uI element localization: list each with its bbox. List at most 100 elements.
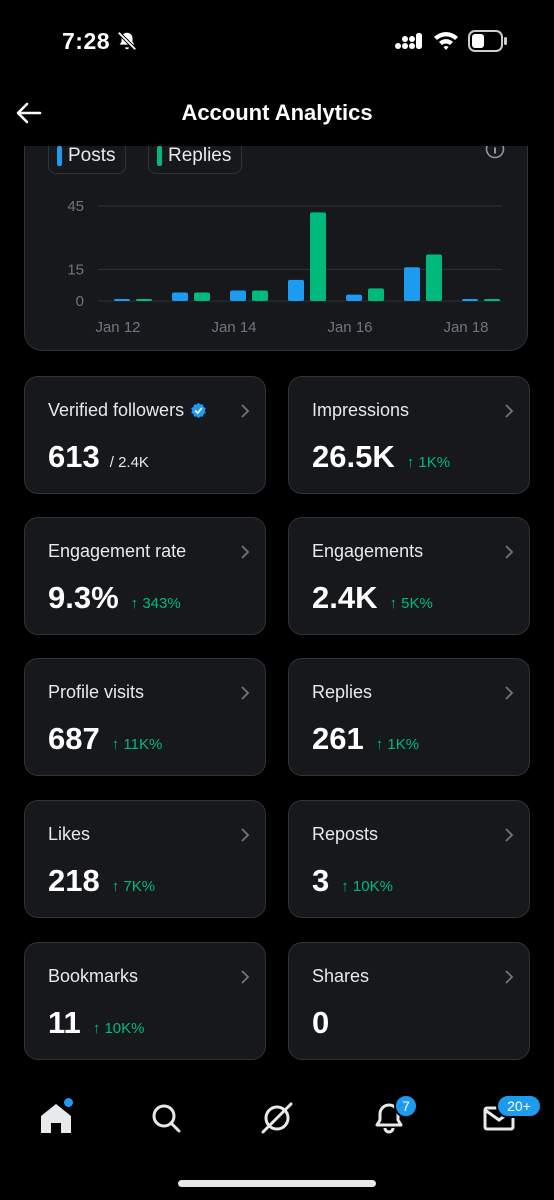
- stat-label: Impressions: [312, 400, 409, 421]
- stat-label: Engagement rate: [48, 541, 186, 562]
- stat-change: ↑ 1K%: [375, 736, 420, 753]
- y-tick-label: 15: [67, 261, 84, 278]
- home-unread-dot: [62, 1096, 75, 1109]
- bar-replies-2: [252, 290, 268, 301]
- status-bar: 7:28: [0, 0, 554, 80]
- bar-replies-1: [194, 292, 210, 301]
- stat-value: 687 ↑ 11K%: [48, 721, 162, 757]
- stat-card[interactable]: Engagement rate 9.3% ↑ 343%: [24, 517, 266, 635]
- stat-value: 261 ↑ 1K%: [312, 721, 419, 757]
- home-indicator: [178, 1180, 376, 1187]
- bar-replies-3: [310, 212, 326, 301]
- stat-value-text: 9.3%: [48, 580, 119, 615]
- stat-label: Replies: [312, 682, 372, 703]
- stat-value-text: 0: [312, 1005, 330, 1040]
- stat-change: ↑ 1K%: [406, 454, 451, 471]
- search-icon[interactable]: [146, 1098, 186, 1138]
- stat-value: 218 ↑ 7K%: [48, 863, 155, 899]
- bar-posts-5: [404, 267, 420, 301]
- legend-replies[interactable]: Replies: [148, 142, 242, 174]
- grok-icon[interactable]: [257, 1098, 297, 1138]
- stat-card[interactable]: Profile visits 687 ↑ 11K%: [24, 658, 266, 776]
- stat-label-text: Shares: [312, 966, 370, 986]
- stat-label-text: Reposts: [312, 824, 379, 844]
- replies-swatch: [157, 146, 162, 166]
- stat-value-text: 26.5K: [312, 439, 395, 474]
- bar-posts-4: [346, 294, 362, 301]
- stat-value: 613 / 2.4K: [48, 439, 149, 475]
- stat-label-text: Bookmarks: [48, 966, 139, 986]
- bottom-navigation: 7 20+: [0, 1080, 554, 1160]
- y-tick-label: 0: [76, 293, 84, 310]
- stat-total: / 2.4K: [109, 454, 149, 471]
- status-time: 7:28: [62, 28, 111, 54]
- stat-label-text: Likes: [48, 824, 91, 844]
- chevron-right-icon: [505, 828, 514, 842]
- x-tick-label: Jan 16: [327, 319, 372, 336]
- stat-value-text: 613: [48, 439, 100, 474]
- stat-label: Profile visits: [48, 682, 144, 703]
- stat-value: 11 ↑ 10K%: [48, 1005, 144, 1041]
- stat-label-text: Impressions: [312, 400, 410, 420]
- stat-value-text: 11: [48, 1005, 81, 1040]
- x-tick-label: Jan 12: [95, 319, 140, 336]
- stat-label: Engagements: [312, 541, 423, 562]
- verified-badge-icon: [191, 402, 206, 419]
- stat-label: Likes: [48, 824, 90, 845]
- bar-posts-6: [462, 299, 478, 301]
- stat-card[interactable]: Likes 218 ↑ 7K%: [24, 800, 266, 918]
- bar-replies-0: [136, 299, 152, 301]
- stat-value-text: 261: [312, 721, 364, 756]
- home-icon[interactable]: [36, 1098, 76, 1138]
- stat-change: ↑ 343%: [130, 595, 181, 612]
- legend-posts-label: Posts: [68, 145, 116, 166]
- stat-label: Reposts: [312, 824, 378, 845]
- bar-replies-4: [368, 288, 384, 301]
- analytics-chart-card: [24, 120, 528, 351]
- stat-value-text: 687: [48, 721, 100, 756]
- chevron-right-icon: [505, 404, 514, 418]
- stat-card[interactable]: Reposts 3 ↑ 10K%: [288, 800, 530, 918]
- bar-posts-3: [288, 279, 304, 301]
- stat-value: 26.5K ↑ 1K%: [312, 439, 450, 475]
- chevron-right-icon: [505, 970, 514, 984]
- back-arrow-icon[interactable]: [14, 98, 44, 128]
- stat-change: ↑ 10K%: [341, 878, 393, 895]
- stat-card[interactable]: Verified followers 613 / 2.4K: [24, 376, 266, 494]
- x-tick-label: Jan 18: [443, 319, 488, 336]
- stat-card[interactable]: Engagements 2.4K ↑ 5K%: [288, 517, 530, 635]
- stat-card[interactable]: Bookmarks 11 ↑ 10K%: [24, 942, 266, 1060]
- stat-change: ↑ 5K%: [389, 595, 433, 612]
- stat-label: Verified followers: [48, 400, 207, 421]
- chevron-right-icon: [505, 545, 514, 559]
- chevron-right-icon: [241, 686, 250, 700]
- bar-posts-2: [230, 290, 246, 301]
- chevron-right-icon: [241, 828, 250, 842]
- legend-posts[interactable]: Posts: [48, 142, 126, 174]
- messages-badge: 20+: [496, 1094, 542, 1118]
- stat-value: 9.3% ↑ 343%: [48, 580, 181, 616]
- chevron-right-icon: [505, 686, 514, 700]
- legend-replies-label: Replies: [168, 145, 232, 166]
- x-tick-label: Jan 14: [211, 319, 256, 336]
- header-background: [0, 80, 554, 146]
- chevron-right-icon: [241, 404, 250, 418]
- stat-value-text: 218: [48, 863, 100, 898]
- stat-change: ↑ 11K%: [111, 736, 163, 753]
- bar-replies-6: [484, 299, 500, 301]
- stat-value-text: 3: [312, 863, 330, 898]
- stat-card[interactable]: Shares 0: [288, 942, 530, 1060]
- page-title: Account Analytics: [181, 100, 373, 125]
- notifications-badge: 7: [394, 1094, 418, 1118]
- stat-card[interactable]: Replies 261 ↑ 1K%: [288, 658, 530, 776]
- stat-change: ↑ 7K%: [111, 878, 156, 895]
- stat-card[interactable]: Impressions 26.5K ↑ 1K%: [288, 376, 530, 494]
- stat-label: Bookmarks: [48, 966, 138, 987]
- stat-value-text: 2.4K: [312, 580, 378, 615]
- stat-label-text: Engagement rate: [48, 541, 187, 561]
- stat-value: 0: [312, 1005, 329, 1041]
- cellular-signal-icon: [395, 33, 422, 49]
- chevron-right-icon: [241, 545, 250, 559]
- header: Account Analytics: [0, 80, 554, 146]
- bar-posts-0: [114, 299, 130, 301]
